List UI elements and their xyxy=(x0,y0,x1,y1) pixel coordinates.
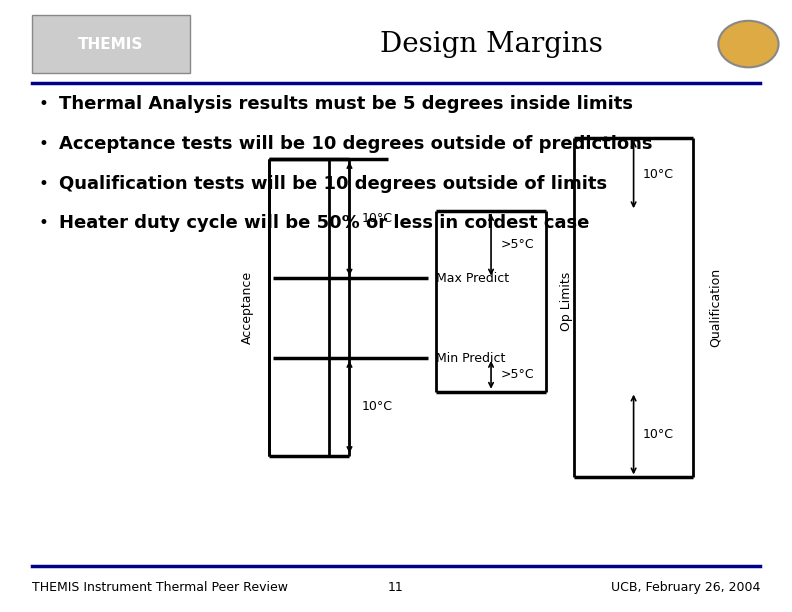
Text: THEMIS: THEMIS xyxy=(78,37,143,51)
Text: •: • xyxy=(39,214,48,233)
Text: >5°C: >5°C xyxy=(501,238,534,252)
FancyBboxPatch shape xyxy=(32,15,190,73)
Text: •: • xyxy=(39,95,48,113)
Text: Heater duty cycle will be 50% or less in coldest case: Heater duty cycle will be 50% or less in… xyxy=(59,214,590,233)
Circle shape xyxy=(718,21,779,67)
Text: UCB, February 26, 2004: UCB, February 26, 2004 xyxy=(611,581,760,594)
Text: Min Predict: Min Predict xyxy=(436,351,505,365)
Text: Thermal Analysis results must be 5 degrees inside limits: Thermal Analysis results must be 5 degre… xyxy=(59,95,634,113)
Text: •: • xyxy=(39,174,48,193)
Text: Acceptance: Acceptance xyxy=(241,271,253,344)
Text: •: • xyxy=(39,135,48,153)
Text: Max Predict: Max Predict xyxy=(436,272,508,285)
Text: 10°C: 10°C xyxy=(361,212,392,225)
Text: Op Limits: Op Limits xyxy=(560,272,573,331)
Text: 10°C: 10°C xyxy=(361,400,392,414)
Text: Qualification: Qualification xyxy=(709,268,722,347)
Text: 11: 11 xyxy=(388,581,404,594)
Text: Design Margins: Design Margins xyxy=(379,31,603,58)
Text: 10°C: 10°C xyxy=(643,428,674,441)
Text: THEMIS Instrument Thermal Peer Review: THEMIS Instrument Thermal Peer Review xyxy=(32,581,287,594)
Text: >5°C: >5°C xyxy=(501,368,534,381)
Text: 10°C: 10°C xyxy=(643,168,674,181)
Text: Qualification tests will be 10 degrees outside of limits: Qualification tests will be 10 degrees o… xyxy=(59,174,607,193)
Text: Acceptance tests will be 10 degrees outside of predictions: Acceptance tests will be 10 degrees outs… xyxy=(59,135,653,153)
